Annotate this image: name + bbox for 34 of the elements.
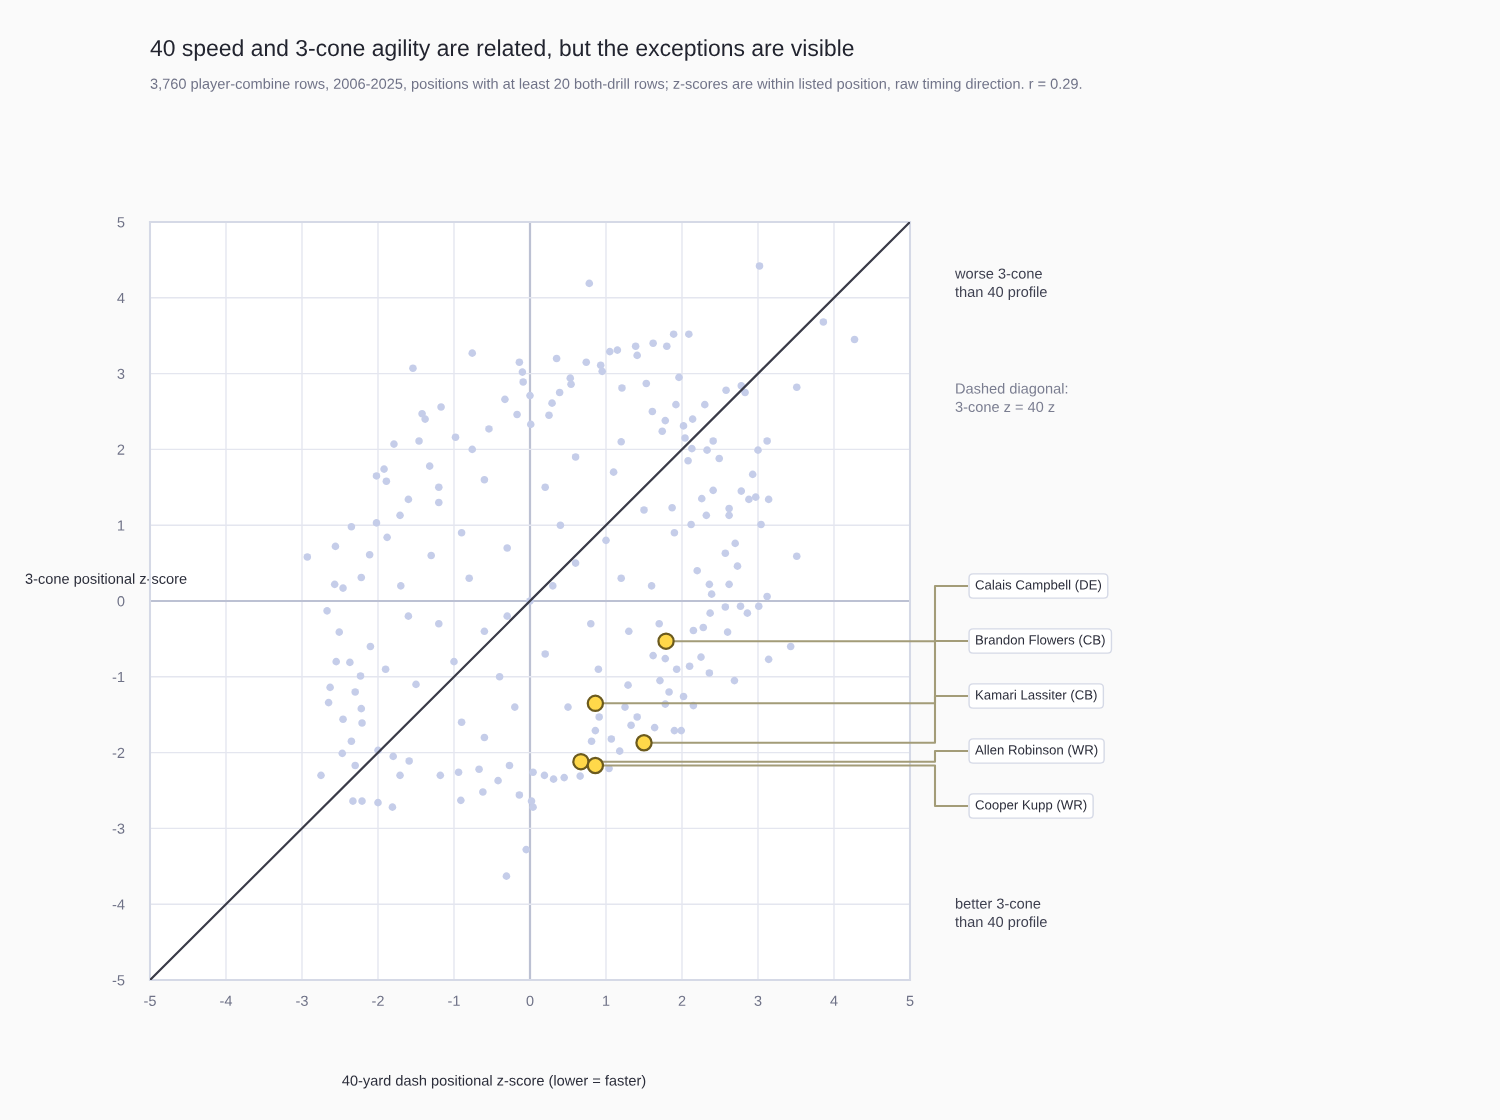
- y-tick-label: -1: [112, 672, 125, 683]
- text: Dashed diagonal: 3-cone z = 40 z: [955, 383, 1068, 413]
- annotation: Brandon Flowers (CB): [976, 634, 1105, 648]
- x-tick-label: -3: [296, 995, 308, 1006]
- y-tick-label: -2: [112, 747, 125, 758]
- annotation: Cooper Kupp (WR): [975, 799, 1087, 813]
- y-tick-label: 1: [118, 520, 125, 531]
- x-tick-label: -1: [448, 995, 460, 1006]
- x-tick-label: 2: [678, 995, 686, 1006]
- y-tick-label: 5: [117, 217, 125, 228]
- y-tick-label: -4: [112, 899, 125, 910]
- x-tick-label: -2: [372, 995, 384, 1006]
- x-tick-label: 1: [603, 995, 610, 1006]
- y-tick-label: -5: [112, 975, 125, 986]
- y-tick-label: 3: [117, 368, 125, 380]
- chart-title: 40 speed and 3-cone agility are related, but the exceptions are visible: [150, 39, 854, 61]
- x-tick-label: 3: [754, 995, 762, 1006]
- x-tick-label: -4: [220, 995, 233, 1006]
- y-tick-label: -3: [112, 823, 125, 834]
- annotation: Calais Campbell (DE): [975, 579, 1102, 593]
- y-tick-label: 0: [117, 596, 125, 607]
- text: worse 3-cone than 40 profile: [954, 268, 1047, 300]
- y-tick-label: 4: [117, 293, 125, 304]
- x-tick-label: 4: [830, 995, 838, 1006]
- annotation: Kamari Lassiter (CB): [976, 689, 1097, 703]
- x-tick-label: -5: [144, 995, 156, 1006]
- y-axis-title: 3-cone positional z-score: [25, 573, 187, 587]
- x-axis-title: 40-yard dash positional z-score (lower = faster): [342, 1075, 646, 1089]
- chart-subtitle: 3,760 player-combine rows, 2006-2025, positions with at least 20 both-drill rows; z-scores are within listed position, raw timing direction. r = 0.29.: [150, 78, 1082, 92]
- y-tick-label: 2: [117, 444, 125, 455]
- x-tick-label: 0: [526, 995, 534, 1006]
- text: better 3-cone than 40 profile: [955, 898, 1047, 930]
- annotation: Allen Robinson (WR): [975, 744, 1098, 758]
- x-tick-label: 5: [906, 995, 914, 1006]
